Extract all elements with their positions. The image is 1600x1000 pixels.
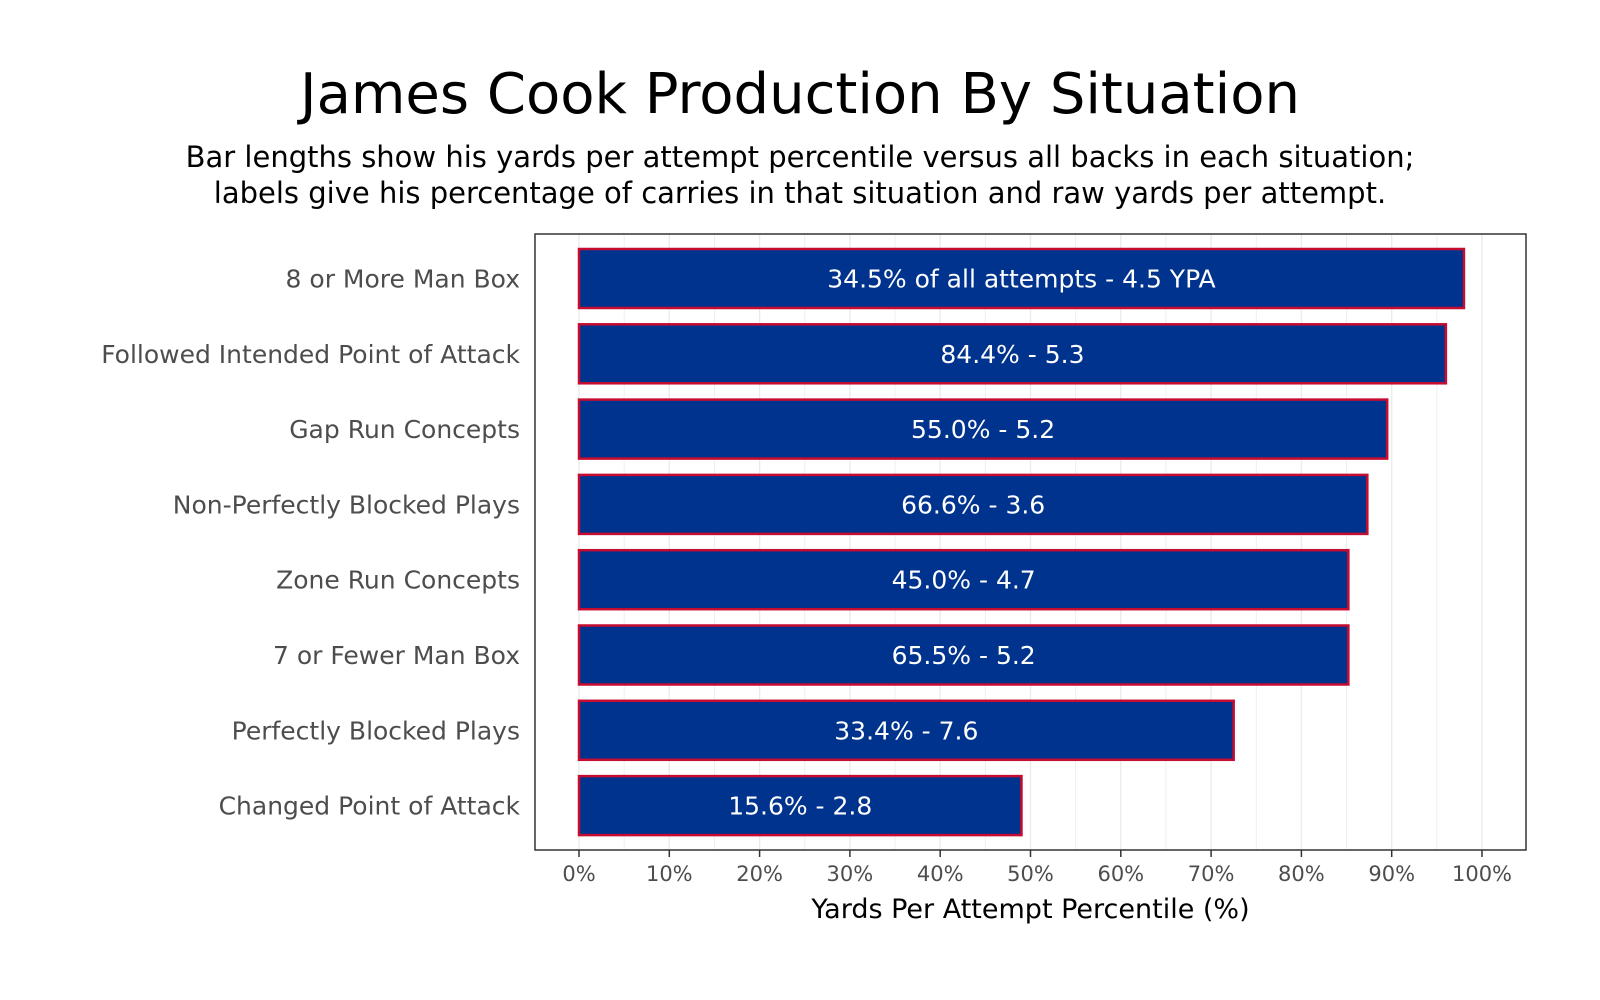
bar [577,774,1023,837]
chart-title: James Cook Production By Situation [300,62,1300,127]
x-tick-label: 0% [562,862,595,886]
x-axis: 0% 10% 20% 30% 40% 50% 60% 70% 80% 90% 100% [562,850,1512,886]
x-tick-label: 50% [1007,862,1054,886]
category-label: Gap Run Concepts [289,415,520,444]
bar [577,699,1235,762]
x-tick-label: 40% [917,862,964,886]
chart-subtitle-line-2: labels give his percentage of carries in… [213,176,1387,210]
category-label: 7 or Fewer Man Box [273,641,520,670]
x-axis-title: Yards Per Attempt Percentile (%) [810,894,1249,925]
bar-data-label: 15.6% - 2.8 [728,792,872,821]
bar [577,247,1466,310]
x-tick-label: 80% [1278,862,1325,886]
bar [577,473,1369,536]
bar-data-label: 66.6% - 3.6 [901,490,1045,519]
category-labels: 8 or More Man Box Followed Intended Point… [101,265,520,821]
category-label: Zone Run Concepts [276,566,520,595]
x-tick-label: 30% [827,862,874,886]
x-tick-label: 90% [1368,862,1415,886]
bar-data-label: 84.4% - 5.3 [940,340,1084,369]
category-label: Followed Intended Point of Attack [101,340,520,369]
bar [577,323,1448,385]
bar [577,398,1389,460]
x-tick-label: 60% [1097,862,1144,886]
category-label: Non-Perfectly Blocked Plays [173,490,520,519]
bar-data-label: 34.5% of all attempts - 4.5 YPA [827,265,1215,294]
chart-subtitle-line-1: Bar lengths show his yards per attempt p… [185,140,1415,174]
category-label: Changed Point of Attack [219,792,521,821]
x-tick-label: 20% [736,862,783,886]
category-label: 8 or More Man Box [286,265,520,294]
bar [577,548,1350,611]
x-tick-label: 10% [646,862,693,886]
bars: 34.5% of all attempts - 4.5 YPA 84.4% - 5… [577,247,1466,837]
bar-data-label: 33.4% - 7.6 [834,716,978,745]
category-label: Perfectly Blocked Plays [232,716,520,745]
x-tick-label: 70% [1188,862,1235,886]
bar-data-label: 65.5% - 5.2 [892,641,1036,670]
bar-data-label: 45.0% - 4.7 [892,566,1036,595]
bar-data-label: 55.0% - 5.2 [911,415,1055,444]
bar [577,624,1350,686]
x-tick-label: 100% [1452,862,1512,886]
